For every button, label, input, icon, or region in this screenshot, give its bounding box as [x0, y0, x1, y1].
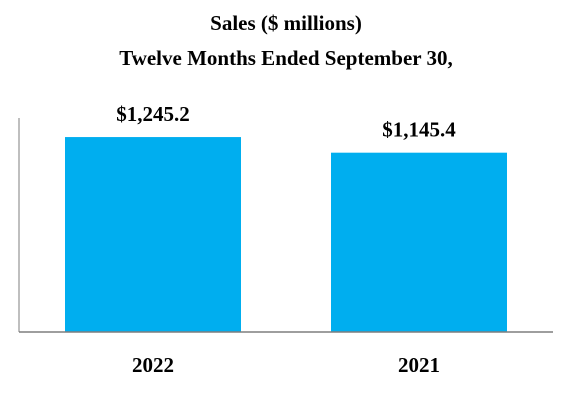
x-tick-label-2021: 2021 — [398, 353, 440, 377]
bars-layer — [65, 137, 507, 332]
data-label-2022: $1,245.2 — [116, 102, 190, 126]
chart-title: Sales ($ millions) — [210, 11, 362, 35]
x-tick-labels-layer: 2022 2021 — [132, 353, 440, 377]
data-labels-layer: $1,245.2 $1,145.4 — [116, 102, 456, 142]
bar-2022 — [65, 137, 241, 332]
bar-2021 — [331, 152, 507, 332]
chart-subtitle: Twelve Months Ended September 30, — [119, 46, 452, 70]
data-label-2021: $1,145.4 — [382, 118, 456, 142]
x-tick-label-2022: 2022 — [132, 353, 174, 377]
